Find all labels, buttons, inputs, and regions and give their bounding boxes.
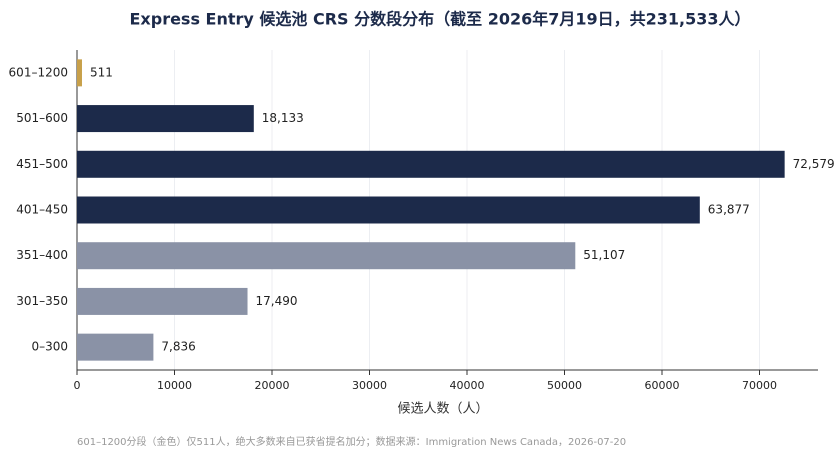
value-label: 17,490 — [256, 294, 298, 308]
y-tick-label: 401–450 — [16, 203, 68, 217]
y-tick-label: 451–500 — [16, 157, 68, 171]
bar — [77, 105, 254, 133]
x-tick-label: 70000 — [742, 379, 777, 392]
x-tick-label: 50000 — [547, 379, 582, 392]
x-tick-label: 30000 — [352, 379, 387, 392]
bar — [77, 150, 785, 178]
x-axis-label: 候选人数（人） — [397, 402, 488, 417]
x-tick-label: 10000 — [157, 379, 192, 392]
value-label: 63,877 — [708, 203, 750, 217]
x-tick-label: 20000 — [255, 379, 290, 392]
bar — [77, 242, 576, 270]
y-tick-label: 501–600 — [16, 111, 68, 125]
x-tick-label: 0 — [74, 379, 81, 392]
footnote: 601–1200分段（金色）仅511人，绝大多数来自已获省提名加分；数据来源：I… — [77, 435, 626, 448]
chart-title: Express Entry 候选池 CRS 分数段分布（截至 2026年7月19… — [129, 10, 750, 29]
value-label: 72,579 — [793, 157, 835, 171]
y-tick-label: 351–400 — [16, 248, 68, 262]
bar — [77, 333, 154, 361]
bar — [77, 287, 248, 315]
x-tick-label: 60000 — [645, 379, 680, 392]
value-label: 511 — [90, 65, 113, 79]
x-tick-label: 40000 — [450, 379, 485, 392]
y-tick-label: 301–350 — [16, 294, 68, 308]
bar — [77, 59, 82, 87]
bar — [77, 196, 700, 224]
y-tick-label: 601–1200 — [9, 65, 68, 79]
y-tick-label: 0–300 — [31, 340, 68, 354]
value-label: 18,133 — [262, 111, 304, 125]
value-label: 51,107 — [583, 248, 625, 262]
value-label: 7,836 — [161, 340, 195, 354]
